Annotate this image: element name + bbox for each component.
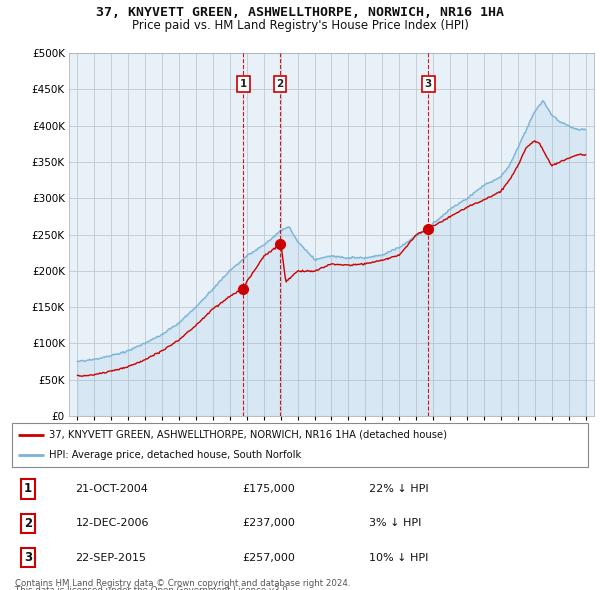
Text: Price paid vs. HM Land Registry's House Price Index (HPI): Price paid vs. HM Land Registry's House … [131,19,469,32]
Text: 3% ↓ HPI: 3% ↓ HPI [369,519,421,528]
Text: 22-SEP-2015: 22-SEP-2015 [76,553,146,563]
Text: 12-DEC-2006: 12-DEC-2006 [76,519,149,528]
Text: 21-OCT-2004: 21-OCT-2004 [76,484,148,494]
Text: £175,000: £175,000 [242,484,295,494]
Text: 22% ↓ HPI: 22% ↓ HPI [369,484,429,494]
Text: This data is licensed under the Open Government Licence v3.0.: This data is licensed under the Open Gov… [15,586,290,590]
Text: 3: 3 [425,79,432,89]
Text: Contains HM Land Registry data © Crown copyright and database right 2024.: Contains HM Land Registry data © Crown c… [15,579,350,588]
Text: 3: 3 [24,551,32,564]
Text: 1: 1 [24,483,32,496]
Text: £237,000: £237,000 [242,519,295,528]
Text: 10% ↓ HPI: 10% ↓ HPI [369,553,428,563]
Text: 37, KNYVETT GREEN, ASHWELLTHORPE, NORWICH, NR16 1HA: 37, KNYVETT GREEN, ASHWELLTHORPE, NORWIC… [96,6,504,19]
Text: 37, KNYVETT GREEN, ASHWELLTHORPE, NORWICH, NR16 1HA (detached house): 37, KNYVETT GREEN, ASHWELLTHORPE, NORWIC… [49,430,448,440]
Text: HPI: Average price, detached house, South Norfolk: HPI: Average price, detached house, Sout… [49,450,302,460]
Text: 2: 2 [24,517,32,530]
Text: 1: 1 [240,79,247,89]
FancyBboxPatch shape [12,423,588,467]
Text: 2: 2 [276,79,283,89]
Text: £257,000: £257,000 [242,553,295,563]
